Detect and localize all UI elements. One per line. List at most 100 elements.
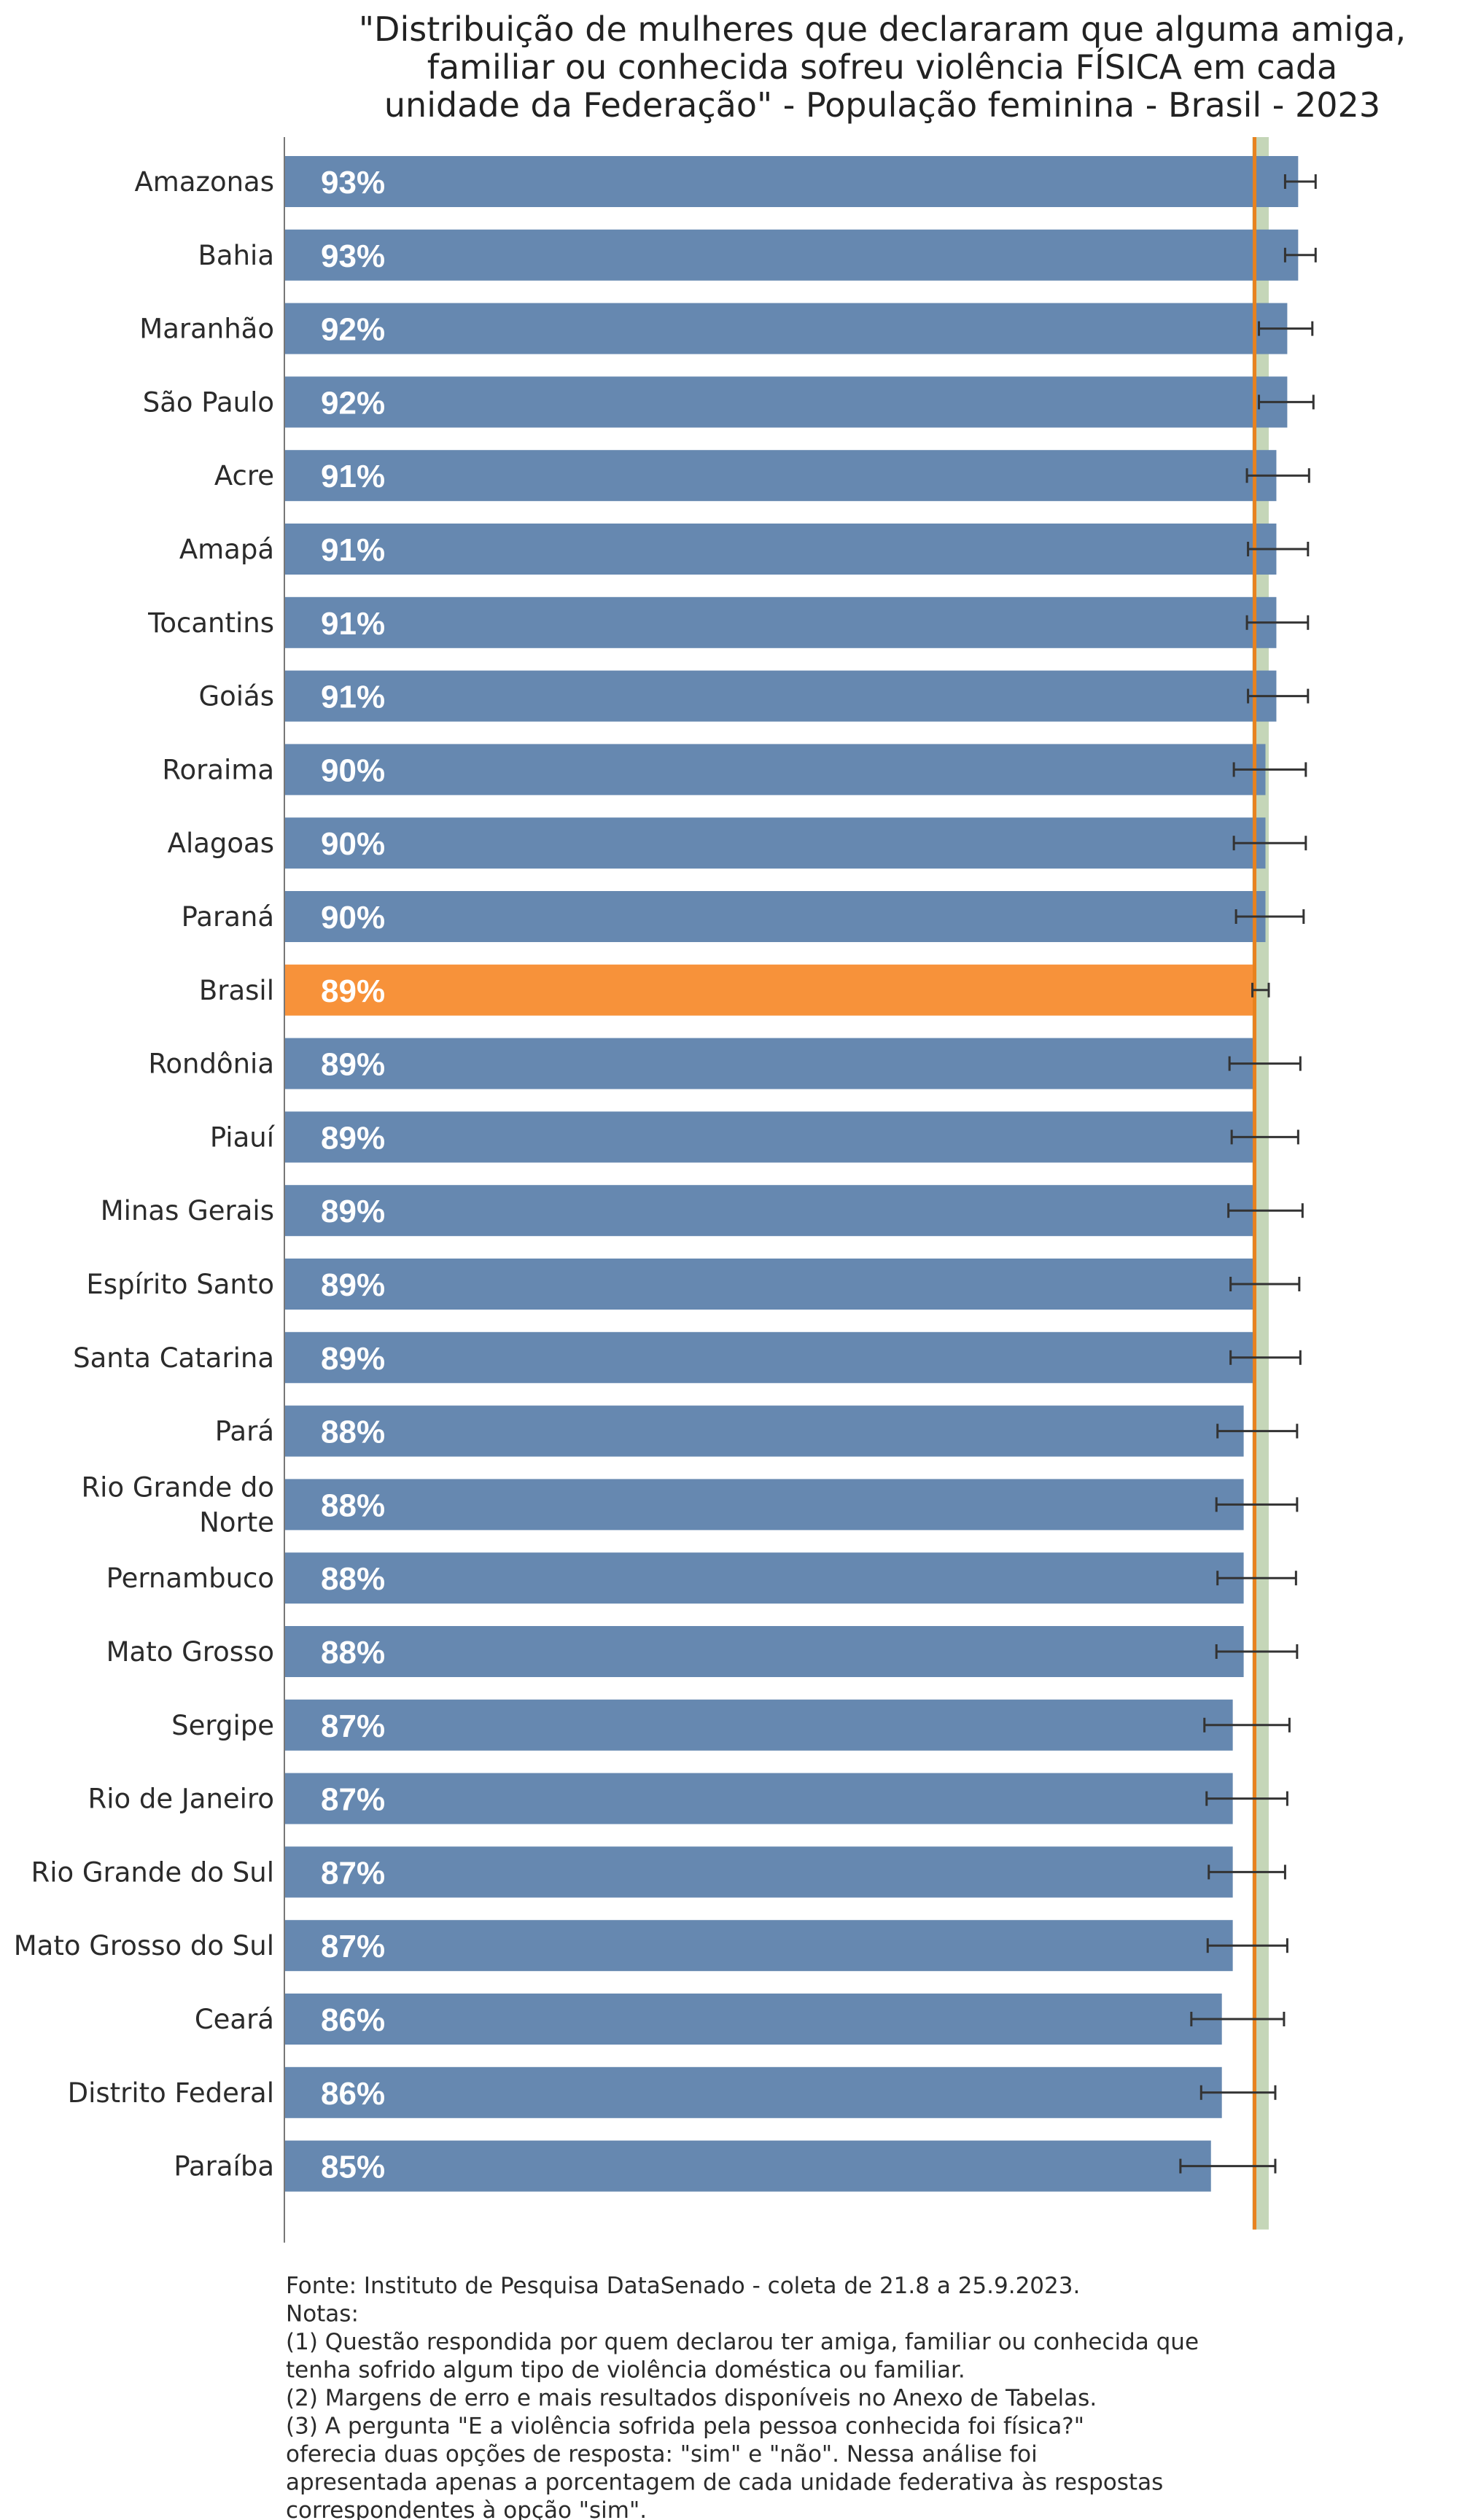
value-label: 89% [321, 1267, 385, 1303]
value-label: 85% [321, 2150, 385, 2185]
bar [284, 1552, 1244, 1604]
error-bar [1229, 1350, 1302, 1365]
bar [284, 2140, 1211, 2192]
value-label: 88% [321, 1635, 385, 1671]
category-label: Acre [214, 460, 274, 491]
value-label: 93% [321, 165, 385, 201]
category-label: Rondônia [148, 1049, 274, 1080]
bar [284, 1920, 1233, 1972]
value-label: 90% [321, 752, 385, 788]
bar [284, 1405, 1244, 1457]
error-bar [1203, 1717, 1291, 1732]
bar [284, 1773, 1233, 1824]
category-label: Paraná [182, 901, 274, 933]
bar [284, 450, 1277, 502]
category-label: Tocantins [147, 607, 274, 639]
error-bar [1205, 1791, 1288, 1806]
bar [284, 303, 1288, 354]
category-label: Maranhão [139, 314, 274, 345]
bar [284, 524, 1277, 575]
error-bar [1208, 1864, 1286, 1880]
bar [284, 817, 1266, 869]
error-bar [1258, 394, 1315, 410]
error-bar [1245, 468, 1310, 483]
bar [284, 2066, 1222, 2118]
note-line: Notas: [286, 2301, 359, 2328]
bar [284, 670, 1277, 722]
category-label: Alagoas [168, 828, 274, 859]
category-label: Brasil [199, 975, 274, 1006]
bar [284, 1846, 1233, 1898]
chart-title-line: "Distribuição de mulheres que declararam… [359, 9, 1406, 49]
category-label: Mato Grosso [106, 1636, 274, 1668]
value-label: 89% [321, 1341, 385, 1377]
error-bar [1245, 615, 1310, 630]
value-label: 87% [321, 1708, 385, 1744]
error-bar [1234, 909, 1305, 924]
value-label: 91% [321, 606, 385, 642]
category-label: Santa Catarina [73, 1342, 274, 1374]
error-bar [1215, 1497, 1299, 1512]
bar [284, 1331, 1255, 1383]
error-bar [1227, 1203, 1304, 1218]
error-bars-layer [1179, 174, 1317, 2174]
bar [284, 1479, 1244, 1531]
category-label: Pernambuco [106, 1563, 274, 1594]
category-label: Bahia [198, 240, 274, 271]
error-bar [1230, 1129, 1299, 1145]
category-label: Mato Grosso do Sul [14, 1930, 274, 1961]
note-line: oferecia duas opções de resposta: "sim" … [286, 2441, 1038, 2468]
value-label: 89% [321, 1047, 385, 1083]
error-bar [1283, 247, 1317, 262]
category-label: Distrito Federal [68, 2077, 274, 2109]
category-label: Rio Grande do Sul [31, 1856, 274, 1888]
value-label: 88% [321, 1415, 385, 1450]
value-label: 90% [321, 826, 385, 862]
value-label: 92% [321, 312, 385, 348]
bar [284, 1111, 1255, 1163]
chart-title: "Distribuição de mulheres que declararam… [359, 9, 1406, 125]
category-label: Paraíba [174, 2151, 274, 2182]
bar [284, 596, 1277, 648]
error-bar [1232, 762, 1307, 777]
bars-layer [284, 156, 1299, 2192]
error-bar [1258, 321, 1314, 336]
note-line: tenha sofrido algum tipo de violência do… [286, 2357, 965, 2384]
error-bar [1216, 1423, 1299, 1439]
bar [284, 1185, 1255, 1237]
category-label: Ceará [195, 2004, 274, 2035]
error-bar [1247, 688, 1310, 704]
value-label: 90% [321, 900, 385, 936]
bar [284, 1038, 1255, 1089]
category-label: Roraima [162, 754, 274, 785]
note-line: (2) Margens de erro e mais resultados di… [286, 2385, 1097, 2411]
note-line: (3) A pergunta "E a violência sofrida pe… [286, 2414, 1084, 2440]
chart-title-line: familiar ou conhecida sofreu violência F… [427, 47, 1337, 87]
note-line: apresentada apenas a porcentagem de cada… [286, 2470, 1163, 2496]
error-bar [1229, 1277, 1301, 1291]
value-label: 92% [321, 385, 385, 421]
category-label: Norte [199, 1506, 274, 1538]
category-label: Pará [215, 1416, 274, 1447]
reference-band-layer [1252, 137, 1269, 2230]
category-label: Amazonas [135, 166, 275, 198]
value-label: 87% [321, 1929, 385, 1964]
category-label: Goiás [198, 681, 274, 712]
value-label: 91% [321, 459, 385, 494]
error-bar [1216, 1571, 1297, 1586]
bar [284, 156, 1299, 207]
note-line: (1) Questão respondida por quem declarou… [286, 2329, 1199, 2355]
value-label: 87% [321, 1855, 385, 1891]
value-label: 89% [321, 1194, 385, 1229]
bar [284, 1699, 1233, 1751]
error-bar [1247, 542, 1310, 556]
value-label: 89% [321, 1120, 385, 1156]
bar [284, 1259, 1255, 1310]
category-label: Piauí [210, 1121, 276, 1153]
value-label: 93% [321, 238, 385, 274]
bar [284, 891, 1266, 942]
chart-title-line: unidade da Federação" - População femini… [384, 85, 1380, 125]
error-bar [1283, 174, 1317, 189]
category-label: São Paulo [143, 386, 274, 418]
source-line: Fonte: Instituto de Pesquisa DataSenado … [286, 2273, 1080, 2299]
